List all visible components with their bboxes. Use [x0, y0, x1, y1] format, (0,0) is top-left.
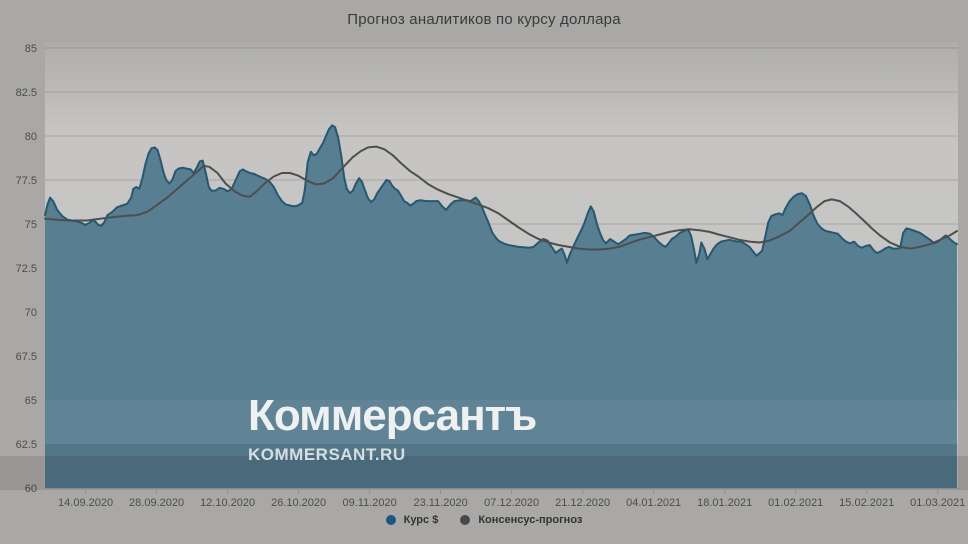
x-axis-label: 01.03.2021: [910, 497, 965, 509]
x-axis-label: 04.01.2021: [626, 497, 681, 509]
x-axis-label: 23.11.2020: [414, 497, 468, 509]
y-axis-label: 77.5: [16, 175, 37, 187]
legend: Курс $ Консенсус-прогноз: [0, 514, 968, 526]
y-axis-label: 82.5: [16, 87, 37, 99]
y-axis-label: 72.5: [16, 263, 37, 275]
x-axis-label: 12.10.2020: [200, 497, 255, 509]
band-light: [45, 400, 958, 444]
chart-title: Прогноз аналитиков по курсу доллара: [347, 11, 621, 28]
x-axis-label: 21.12.2020: [555, 497, 610, 509]
y-axis-label: 70: [25, 307, 37, 319]
legend-label: Курс $: [403, 514, 439, 526]
y-axis-label: 60: [25, 483, 37, 495]
legend-label: Консенсус-прогноз: [478, 514, 583, 526]
legend-dot-icon: [460, 515, 471, 525]
y-axis-label: 75: [25, 219, 37, 231]
x-axis-label: 07.12.2020: [484, 497, 539, 509]
series-kurs-line: [44, 124, 958, 264]
series-kurs-area: [45, 125, 957, 489]
x-axis-label: 18.01.2021: [697, 497, 752, 509]
legend-item-consensus-forecast[interactable]: Консенсус-прогноз: [460, 514, 582, 526]
x-axis-label: 14.09.2020: [58, 497, 113, 509]
band-dark: [45, 444, 958, 488]
x-axis-label: 09.11.2020: [342, 497, 396, 509]
legend-dot-icon: [385, 515, 396, 525]
x-axis-label: 15.02.2021: [839, 497, 894, 509]
x-axis-label: 28.09.2020: [129, 497, 184, 509]
dim-overlay-band: [0, 456, 968, 490]
series-consensus-line: [44, 145, 958, 251]
legend-item-kurs[interactable]: Курс $: [385, 514, 439, 526]
y-axis-label: 85: [25, 43, 37, 55]
y-axis-label: 62.5: [16, 439, 37, 451]
y-axis-label: 67.5: [16, 351, 37, 363]
y-axis-label: 65: [25, 395, 37, 407]
x-axis-label: 26.10.2020: [271, 497, 326, 509]
y-axis-label: 80: [25, 131, 37, 143]
x-axis-label: 01.02.2021: [768, 497, 823, 509]
